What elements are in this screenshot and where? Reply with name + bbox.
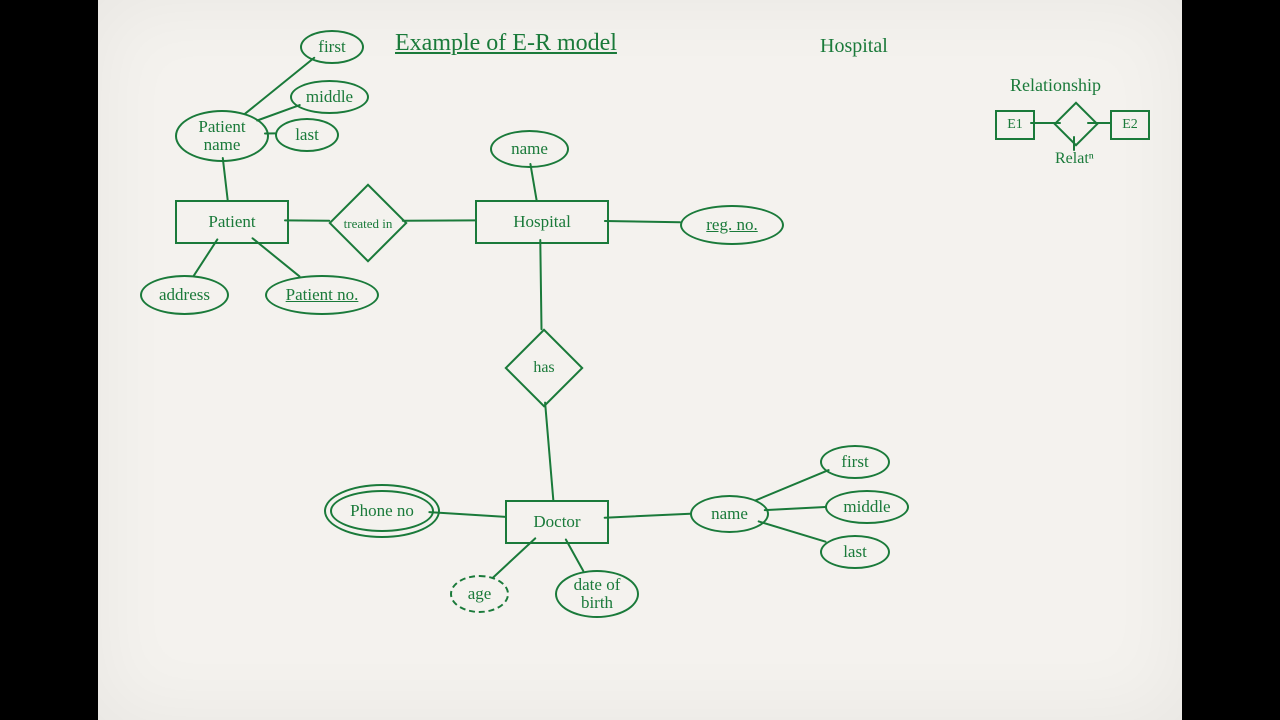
whiteboard-paper: Example of E-R model Hospital Relationsh…: [98, 0, 1182, 720]
relationship-treated-in: treated in: [328, 183, 407, 262]
legend-relationship-diamond: [1053, 101, 1098, 146]
legend-entity-e2: E2: [1110, 110, 1150, 140]
entity-patient: Patient: [175, 200, 289, 244]
attribute-doctor-name-last: last: [820, 535, 890, 569]
legend-label: Relationship: [1010, 75, 1101, 96]
attribute-doctor-name-middle: middle: [825, 490, 909, 524]
attribute-doctor-name: name: [690, 495, 769, 533]
attribute-doctor-phone: Phone no: [330, 490, 434, 532]
entity-doctor: Doctor: [505, 500, 609, 544]
edge-layer: [98, 0, 1182, 720]
attribute-patient-name-middle: middle: [290, 80, 369, 114]
diagram-subtitle: Hospital: [820, 35, 888, 58]
attribute-patient-name: Patient name: [175, 110, 269, 162]
attribute-doctor-dob: date of birth: [555, 570, 639, 618]
attribute-doctor-age: age: [450, 575, 509, 613]
entity-hospital: Hospital: [475, 200, 609, 244]
relationship-has: has: [504, 328, 583, 407]
attribute-patient-name-last: last: [275, 118, 339, 152]
attribute-patient-no: Patient no.: [265, 275, 379, 315]
attribute-patient-address: address: [140, 275, 229, 315]
diagram-title: Example of E-R model: [395, 30, 617, 57]
attribute-doctor-name-first: first: [820, 445, 890, 479]
legend-entity-e1: E1: [995, 110, 1035, 140]
attribute-patient-name-first: first: [300, 30, 364, 64]
legend-relat-label: Relatⁿ: [1055, 150, 1094, 168]
attribute-hospital-name: name: [490, 130, 569, 168]
attribute-hospital-regno: reg. no.: [680, 205, 784, 245]
